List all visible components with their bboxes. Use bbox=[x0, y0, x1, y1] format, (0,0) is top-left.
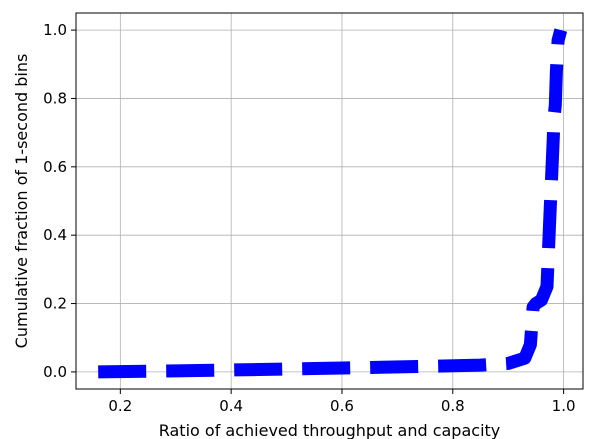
x-axis-ticks: 0.2 0.4 0.6 0.8 1.0 bbox=[108, 389, 576, 415]
x-tick-label: 0.8 bbox=[441, 397, 465, 415]
plot-frame bbox=[75, 12, 584, 390]
y-tick-label: 0.0 bbox=[43, 363, 67, 381]
y-tick-label: 0.8 bbox=[43, 89, 67, 107]
x-tick-label: 0.6 bbox=[330, 397, 354, 415]
y-tick-label: 0.6 bbox=[43, 158, 67, 176]
y-tick-label: 0.4 bbox=[43, 226, 67, 244]
y-axis-label: Cumulative fraction of 1-second bins bbox=[12, 54, 31, 349]
x-tick-label: 0.2 bbox=[108, 397, 132, 415]
cdf-series-line bbox=[98, 28, 568, 379]
x-tick-label: 0.4 bbox=[219, 397, 243, 415]
x-axis-label: Ratio of achieved throughput and capacit… bbox=[159, 421, 501, 439]
y-tick-label: 0.2 bbox=[43, 295, 67, 313]
y-tick-label: 1.0 bbox=[43, 21, 67, 39]
series-layer bbox=[98, 28, 568, 379]
x-tick-label: 1.0 bbox=[552, 397, 576, 415]
y-axis-ticks: 0.0 0.2 0.4 0.6 0.8 1.0 bbox=[43, 21, 76, 381]
